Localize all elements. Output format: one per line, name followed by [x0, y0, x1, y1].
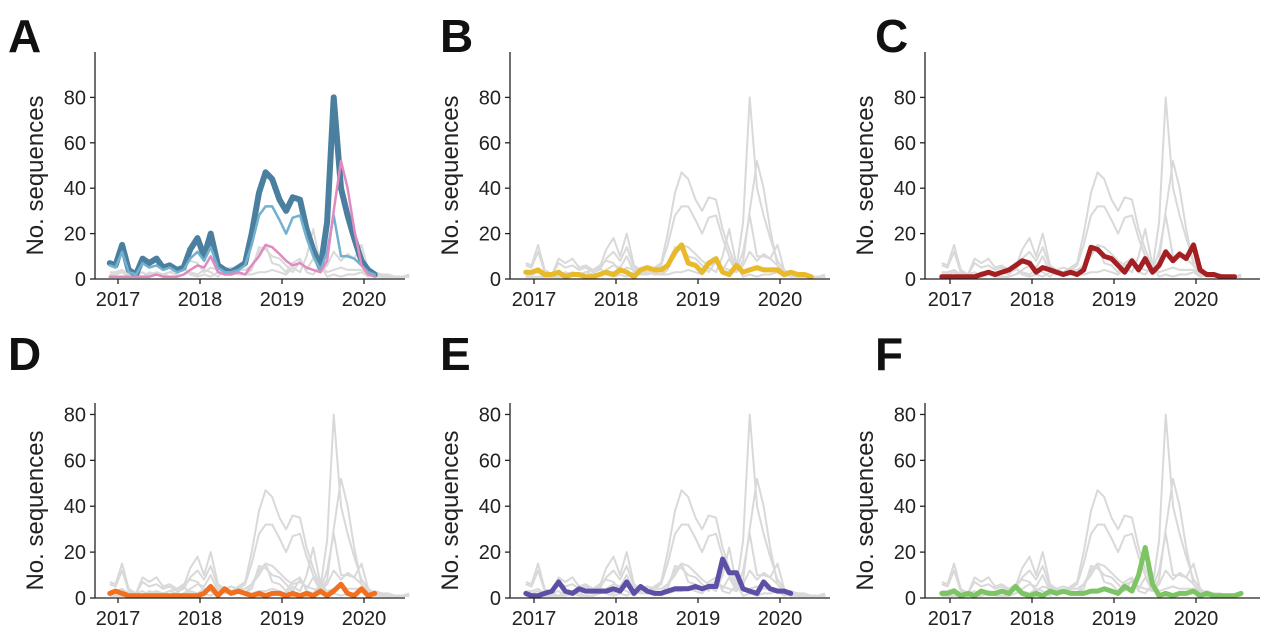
x-tick-label: 2018	[1010, 608, 1055, 630]
y-axis-title: No. sequences	[437, 95, 464, 255]
y-tick-label: 40	[479, 178, 501, 200]
x-tick-label: 2019	[260, 289, 305, 311]
panel-a: A 0 20 40 60 80 2017 2018 2019 2020 No. sequences	[8, 10, 410, 311]
y-tick-label: 20	[64, 224, 86, 246]
series-line-total	[106, 94, 378, 278]
series-line-highlight	[523, 242, 814, 280]
y-axis-title: No. sequences	[852, 430, 879, 590]
y-tick-label: 0	[905, 588, 916, 610]
y-tick-label: 20	[64, 542, 86, 564]
y-tick-label: 80	[479, 87, 501, 109]
x-tick-label: 2017	[96, 608, 141, 630]
y-tick-label: 0	[490, 588, 501, 610]
x-tick-label: 2018	[178, 608, 223, 630]
x-tick-label: 2020	[1174, 608, 1219, 630]
y-tick-label: 20	[894, 224, 916, 246]
y-tick-label: 60	[64, 133, 86, 155]
panel-f: F 0 20 40 60 80 2017 2018 2019 2020 No. sequences	[852, 328, 1260, 630]
y-tick-label: 40	[479, 496, 501, 518]
x-tick-label: 2017	[512, 289, 557, 311]
x-tick-label: 2020	[342, 289, 387, 311]
x-tick-label: 2019	[1092, 608, 1137, 630]
y-tick-label: 0	[905, 269, 916, 291]
y-tick-label: 80	[479, 404, 501, 426]
x-tick-label: 2020	[758, 289, 803, 311]
y-axis-title: No. sequences	[437, 430, 464, 590]
y-tick-label: 40	[894, 178, 916, 200]
x-tick-label: 2020	[1174, 289, 1219, 311]
y-axis-title: No. sequences	[22, 95, 49, 255]
y-tick-label: 40	[64, 178, 86, 200]
panel-letter: C	[875, 10, 908, 62]
y-tick-label: 60	[479, 133, 501, 155]
panel-c: C 0 20 40 60 80 2017 2018 2019 2020 No. sequences	[852, 10, 1260, 311]
background-line	[941, 413, 1242, 597]
panel-letter: E	[440, 328, 471, 380]
series-line-highlight	[107, 581, 378, 599]
background-line	[109, 523, 410, 597]
x-tick-label: 2018	[594, 608, 639, 630]
series-line-pink	[108, 159, 376, 278]
x-tick-label: 2019	[1092, 289, 1137, 311]
background-line	[525, 205, 826, 278]
y-tick-label: 60	[894, 133, 916, 155]
panel-letter: A	[8, 10, 41, 62]
background-line	[525, 523, 826, 597]
y-axis-title: No. sequences	[852, 95, 879, 255]
y-tick-label: 0	[75, 269, 86, 291]
x-tick-label: 2017	[96, 289, 141, 311]
series-line-highlight	[939, 242, 1237, 280]
series-line-highlight	[939, 545, 1244, 599]
background-line	[109, 562, 410, 597]
background-line	[941, 523, 1242, 597]
x-tick-label: 2019	[676, 608, 721, 630]
y-tick-label: 80	[64, 87, 86, 109]
series-line-highlight	[523, 556, 794, 599]
x-tick-label: 2019	[676, 289, 721, 311]
y-tick-label: 40	[64, 496, 86, 518]
x-tick-label: 2017	[928, 608, 973, 630]
y-tick-label: 20	[479, 224, 501, 246]
y-tick-label: 20	[479, 542, 501, 564]
x-tick-label: 2018	[594, 289, 639, 311]
background-line	[941, 205, 1242, 278]
y-tick-label: 60	[479, 450, 501, 472]
x-tick-label: 2017	[928, 289, 973, 311]
panel-letter: D	[8, 328, 41, 380]
x-tick-label: 2019	[260, 608, 305, 630]
panel-letter: B	[440, 10, 473, 62]
y-tick-label: 60	[894, 450, 916, 472]
x-tick-label: 2020	[758, 608, 803, 630]
y-tick-label: 60	[64, 450, 86, 472]
y-tick-label: 0	[75, 588, 86, 610]
background-line	[525, 413, 826, 597]
y-tick-label: 80	[64, 404, 86, 426]
x-tick-label: 2020	[342, 608, 387, 630]
y-tick-label: 20	[894, 542, 916, 564]
background-line	[109, 413, 410, 597]
y-tick-label: 80	[894, 404, 916, 426]
y-tick-label: 40	[894, 496, 916, 518]
y-tick-label: 80	[894, 87, 916, 109]
panel-d: D 0 20 40 60 80 2017 2018 2019 2020 No. sequences	[8, 328, 410, 630]
y-tick-label: 0	[490, 269, 501, 291]
panel-b: B 0 20 40 60 80 2017 2018 2019 2020 No. sequences	[437, 10, 830, 311]
x-tick-label: 2018	[178, 289, 223, 311]
panel-e: E 0 20 40 60 80 2017 2018 2019 2020 No. sequences	[437, 328, 830, 630]
panel-letter: F	[875, 328, 903, 380]
x-tick-label: 2018	[1010, 289, 1055, 311]
y-axis-title: No. sequences	[22, 430, 49, 590]
x-tick-label: 2017	[512, 608, 557, 630]
